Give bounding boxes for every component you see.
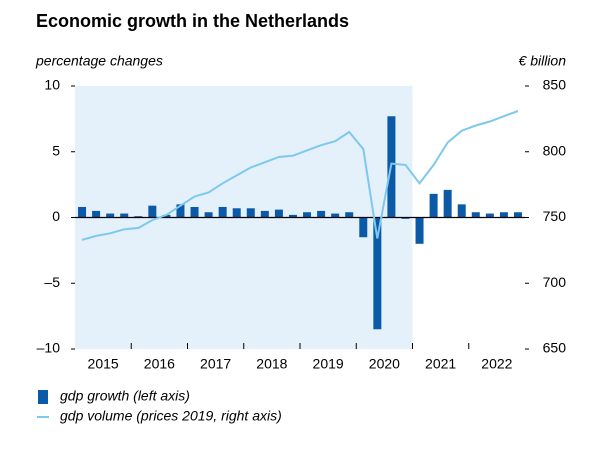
legend-swatch bbox=[38, 390, 48, 404]
x-group-label: 2017 bbox=[200, 356, 231, 372]
x-group-label: 2021 bbox=[425, 356, 456, 372]
bar bbox=[499, 212, 508, 218]
bar bbox=[359, 217, 368, 238]
bar bbox=[134, 216, 143, 218]
y-tick-label: 5 bbox=[52, 142, 60, 158]
bar bbox=[331, 213, 340, 218]
x-group-label: 2018 bbox=[256, 356, 287, 372]
line bbox=[81, 110, 519, 241]
bar bbox=[176, 204, 185, 218]
bar bbox=[317, 210, 326, 218]
bar bbox=[513, 212, 522, 218]
bar bbox=[120, 213, 129, 218]
bar bbox=[274, 209, 283, 218]
x-group-label: 2016 bbox=[144, 356, 175, 372]
x-group-label: 2022 bbox=[481, 356, 512, 372]
bar bbox=[401, 217, 410, 219]
bar bbox=[457, 204, 466, 218]
bar bbox=[246, 208, 255, 218]
y2-tick-label: 750 bbox=[543, 208, 567, 224]
legend-label: gdp volume (prices 2019, right axis) bbox=[60, 408, 282, 424]
bar bbox=[260, 210, 269, 218]
x-group-label: 2019 bbox=[313, 356, 344, 372]
bar bbox=[218, 206, 227, 218]
bar bbox=[148, 205, 157, 218]
y-tick-label: –5 bbox=[44, 274, 60, 290]
bar bbox=[92, 210, 101, 218]
bar bbox=[204, 212, 213, 218]
y-tick-label: 10 bbox=[44, 77, 60, 93]
bar bbox=[485, 213, 494, 218]
y2-tick-label: 850 bbox=[543, 77, 567, 93]
y2-tick-label: 800 bbox=[543, 142, 567, 158]
bar bbox=[429, 193, 438, 218]
y2-axis-label: € billion bbox=[519, 53, 567, 69]
x-group-label: 2015 bbox=[88, 356, 119, 372]
bar bbox=[78, 206, 87, 218]
bar bbox=[471, 212, 480, 218]
y2-tick-label: 650 bbox=[543, 340, 567, 356]
x-group-label: 2020 bbox=[369, 356, 400, 372]
bar bbox=[373, 217, 382, 330]
bar bbox=[288, 214, 297, 218]
y-tick-label: –10 bbox=[37, 340, 61, 356]
bar bbox=[303, 212, 312, 218]
y2-tick-label: 700 bbox=[543, 274, 567, 290]
bar bbox=[443, 189, 452, 218]
bar bbox=[106, 213, 115, 218]
chart-title: Economic growth in the Netherlands bbox=[36, 11, 349, 31]
legend-label: gdp growth (left axis) bbox=[60, 388, 190, 404]
bar bbox=[415, 217, 424, 244]
bar bbox=[190, 206, 199, 218]
bar bbox=[162, 214, 171, 218]
y-tick-label: 0 bbox=[52, 208, 60, 224]
bar bbox=[345, 212, 354, 218]
y-axis-label: percentage changes bbox=[35, 53, 163, 69]
bar bbox=[232, 208, 241, 218]
